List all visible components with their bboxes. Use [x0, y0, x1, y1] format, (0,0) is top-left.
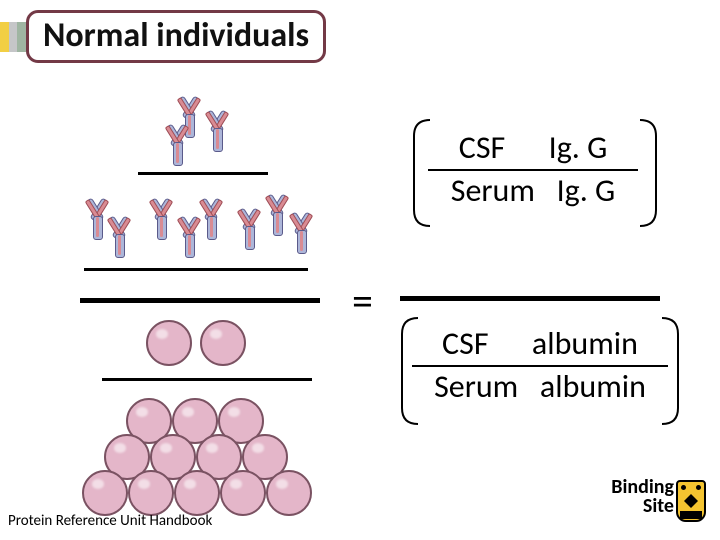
albumin-icon [146, 320, 192, 366]
albumin-label: albumin [540, 367, 646, 406]
big-divider-left [80, 298, 320, 303]
albumin-icon [266, 470, 312, 516]
divider-igg-serum [84, 268, 308, 271]
albumin-icon [200, 320, 246, 366]
antibody-icon [160, 122, 194, 166]
divider-igg-csf [138, 172, 268, 175]
logo-line-2: Site [611, 497, 674, 516]
antibody-icon [194, 196, 228, 240]
accent-stripes [0, 22, 26, 52]
divider-alb-csf [102, 378, 312, 381]
igg-label: Ig. G [557, 171, 616, 210]
serum-label: Serum [434, 367, 518, 406]
albumin-label: albumin [532, 324, 638, 363]
logo-plaque-icon [676, 480, 706, 522]
binding-site-logo: Binding Site [586, 478, 706, 526]
albumin-icon [82, 470, 128, 516]
albumin-icon [174, 470, 220, 516]
csf-label: CSF [459, 128, 505, 167]
fraction-albumin: CSF albumin Serum albumin [412, 326, 668, 406]
albumin-icon [128, 470, 174, 516]
serum-label: Serum [451, 171, 535, 210]
diagram-canvas: = CSF Ig. G Serum Ig. G CSF albumin [60, 88, 680, 488]
igg-label: Ig. G [549, 128, 608, 167]
antibody-icon [200, 108, 234, 152]
slide: Normal individuals = CSF Ig. G Serum Ig.… [0, 0, 720, 540]
albumin-icon [220, 470, 266, 516]
fraction-igg: CSF Ig. G Serum Ig. G [428, 130, 638, 210]
slide-title: Normal individuals [26, 10, 326, 63]
equals-sign: = [352, 276, 373, 327]
antibody-icon [284, 210, 318, 254]
csf-label: CSF [442, 324, 488, 363]
big-divider-right [400, 296, 660, 301]
footer-reference: Protein Reference Unit Handbook [8, 512, 212, 530]
antibody-icon [102, 214, 136, 258]
